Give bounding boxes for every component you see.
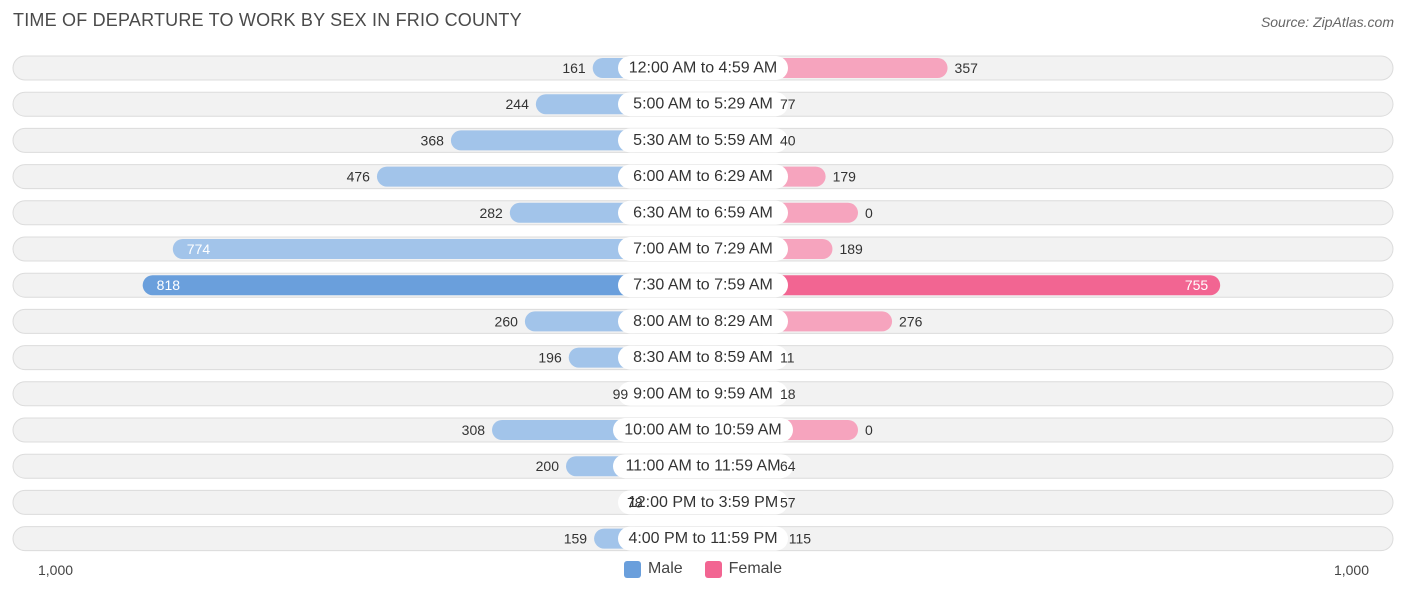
category-label: 9:00 AM to 9:59 AM <box>633 385 773 402</box>
category-pill <box>618 56 788 80</box>
category-pill <box>618 92 788 117</box>
category-pill <box>618 309 788 334</box>
value-label-male: 818 <box>157 277 181 293</box>
value-label-female: 189 <box>839 241 863 257</box>
legend: Male Female <box>0 560 1406 578</box>
value-label-male: 368 <box>421 132 445 148</box>
value-label-female: 115 <box>789 531 812 547</box>
value-label-female: 77 <box>780 96 796 112</box>
category-label: 8:30 AM to 8:59 AM <box>633 349 773 366</box>
category-label: 10:00 AM to 10:59 AM <box>624 422 781 439</box>
category-label: 6:30 AM to 6:59 AM <box>633 204 773 221</box>
value-label-male: 159 <box>564 531 588 547</box>
category-pill <box>618 273 788 298</box>
category-pill <box>613 454 793 479</box>
value-label-male: 308 <box>462 422 486 438</box>
category-label: 12:00 PM to 3:59 PM <box>628 494 778 511</box>
category-pill <box>618 490 788 515</box>
bar-female <box>703 275 1221 296</box>
category-label: 5:00 AM to 5:29 AM <box>633 96 773 113</box>
value-label-male: 774 <box>187 241 211 257</box>
category-pill <box>613 418 793 442</box>
legend-swatch-female <box>704 560 722 578</box>
legend-item-female: Female <box>704 560 783 578</box>
value-label-male: 260 <box>495 313 519 329</box>
category-pill <box>618 200 788 225</box>
legend-label-male: Male <box>647 560 683 577</box>
category-pill <box>618 237 788 261</box>
source-label: Source: ZipAtlas.com <box>1260 14 1394 30</box>
axis-right-label: 1,000 <box>1333 562 1369 578</box>
legend-swatch-male <box>623 560 641 578</box>
value-label-male: 196 <box>538 350 562 366</box>
value-label-male: 161 <box>562 60 586 76</box>
chart-title: TIME OF DEPARTURE TO WORK BY SEX IN FRIO… <box>13 10 522 30</box>
category-label: 4:00 PM to 11:59 PM <box>628 530 777 547</box>
value-label-male: 282 <box>479 205 503 221</box>
category-pill <box>618 526 788 551</box>
value-label-female: 64 <box>780 458 796 474</box>
value-label-male: 78 <box>627 494 643 510</box>
category-label: 7:30 AM to 7:59 AM <box>633 277 773 294</box>
value-label-male: 99 <box>613 386 629 402</box>
value-label-female: 40 <box>780 132 796 148</box>
value-label-male: 200 <box>536 458 560 474</box>
category-label: 6:00 AM to 6:29 AM <box>633 168 773 185</box>
category-pill <box>618 164 788 189</box>
category-pill <box>618 381 788 406</box>
category-label: 11:00 AM to 11:59 AM <box>625 458 780 475</box>
value-label-female: 57 <box>780 494 796 510</box>
bar-male <box>142 275 704 296</box>
category-label: 8:00 AM to 8:29 AM <box>633 313 773 330</box>
value-label-female: 755 <box>1185 277 1209 293</box>
category-label: 5:30 AM to 5:59 AM <box>633 132 773 149</box>
value-label-female: 11 <box>780 350 795 366</box>
category-label: 12:00 AM to 4:59 AM <box>629 60 778 77</box>
legend-label-female: Female <box>728 560 783 577</box>
axis-left-label: 1,000 <box>38 562 74 578</box>
value-label-female: 18 <box>780 386 796 402</box>
category-pill <box>618 345 788 370</box>
bar-male <box>172 239 703 259</box>
value-label-male: 476 <box>347 169 371 185</box>
value-label-female: 357 <box>955 60 979 76</box>
category-label: 7:00 AM to 7:29 AM <box>633 241 773 258</box>
legend-item-male: Male <box>623 560 683 578</box>
value-label-male: 244 <box>506 96 530 112</box>
value-label-female: 0 <box>865 205 873 221</box>
value-label-female: 276 <box>899 313 923 329</box>
category-pill <box>618 128 788 153</box>
value-label-female: 0 <box>865 422 873 438</box>
value-label-female: 179 <box>833 169 857 185</box>
